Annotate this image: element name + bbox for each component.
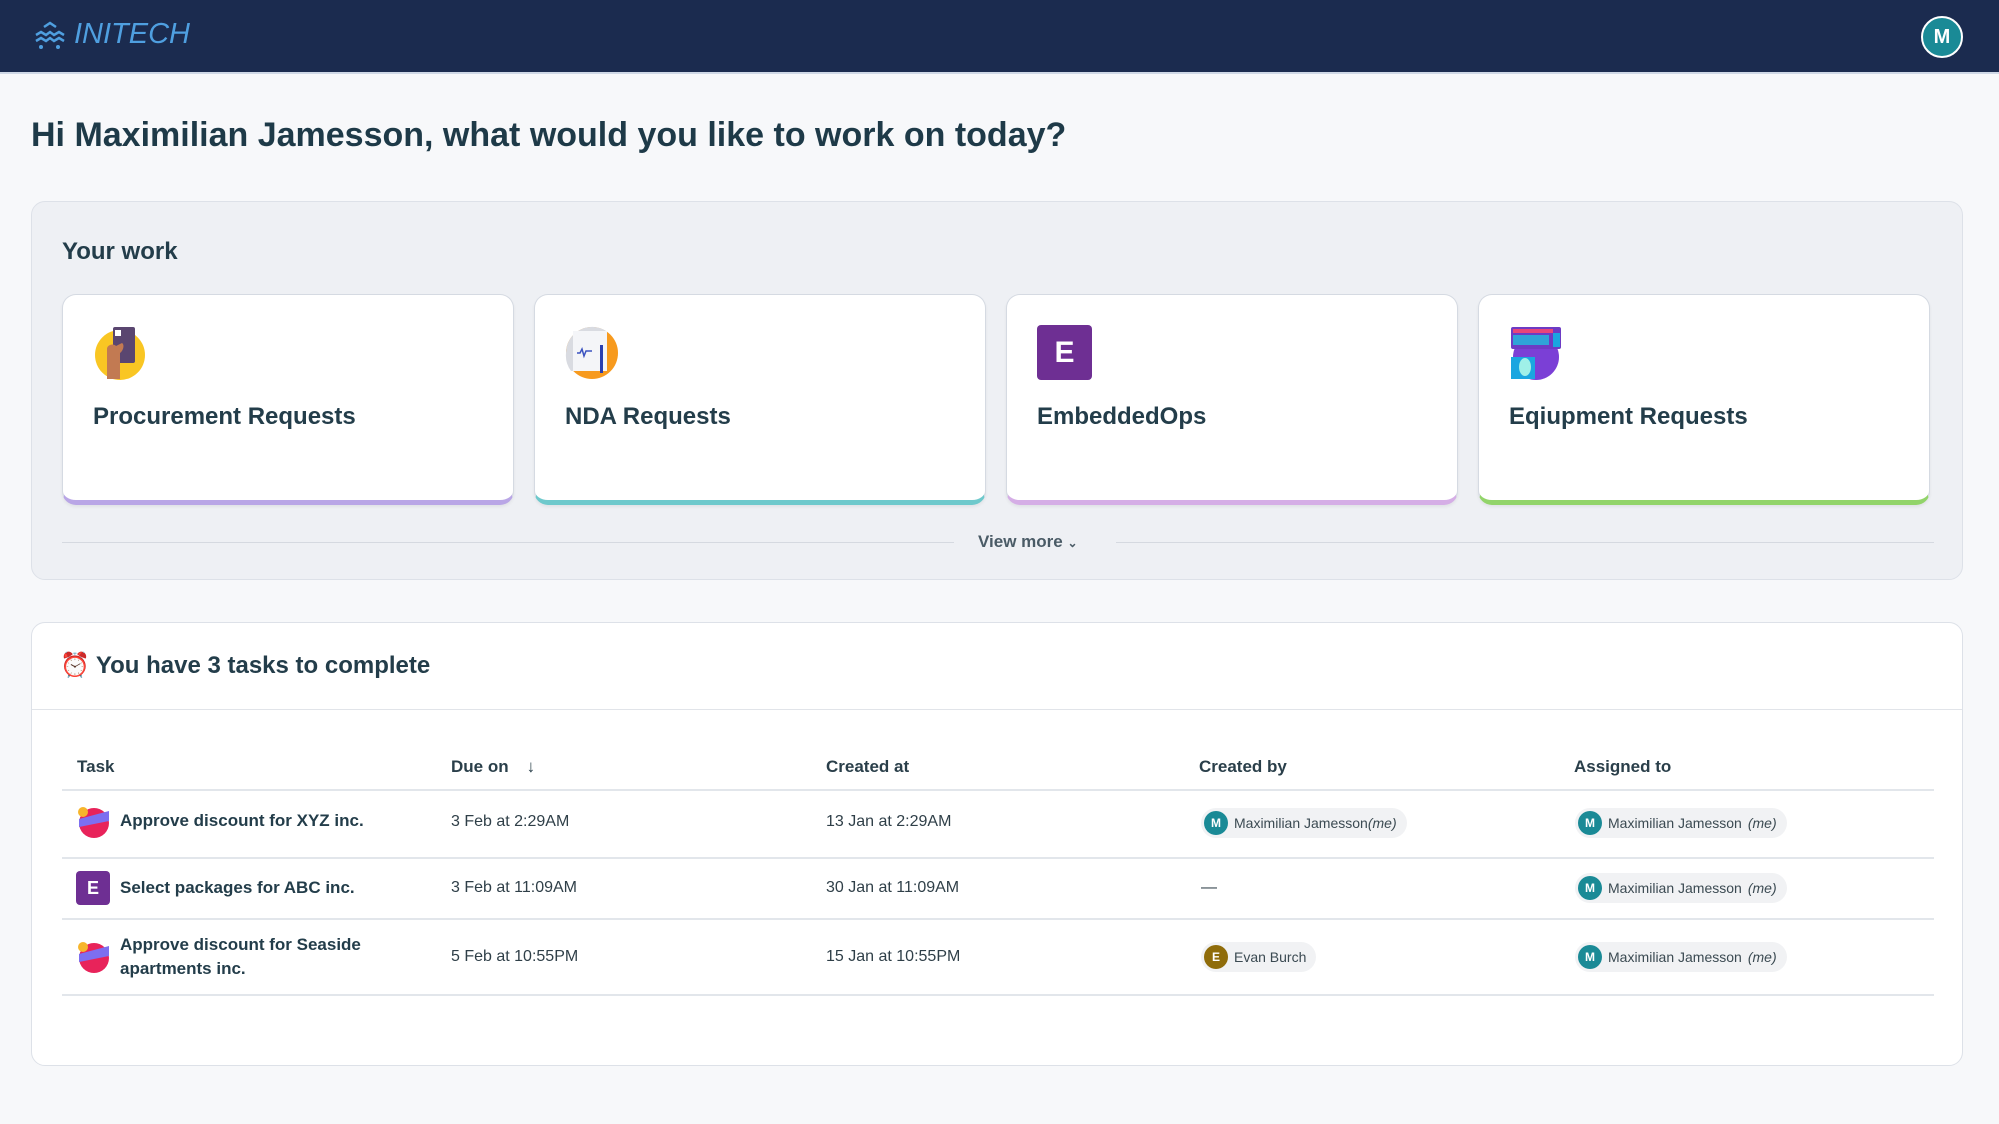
due-date: 3 Feb at 2:29AM — [451, 813, 570, 830]
credit-card-hand-icon — [95, 327, 145, 380]
embeddedops-e-icon: E — [1037, 325, 1092, 380]
divider — [62, 542, 954, 543]
special-offer-icon — [78, 942, 109, 973]
column-header-label: Due on — [451, 757, 509, 776]
view-more-row: View more ⌄ — [62, 532, 1934, 552]
created-date: 13 Jan at 2:29AM — [826, 813, 952, 830]
task-name[interactable]: Select packages for ABC inc. — [120, 878, 355, 897]
divider — [62, 789, 1934, 791]
created-date: 30 Jan at 11:09AM — [826, 879, 960, 896]
user-name: Evan Burch — [1234, 949, 1307, 965]
me-label: (me) — [1747, 815, 1777, 831]
avatar: M — [1578, 811, 1602, 835]
me-label: (me) — [1747, 949, 1777, 965]
created-date: 15 Jan at 10:55PM — [826, 948, 961, 965]
chevron-down-icon: ⌄ — [1067, 536, 1078, 550]
user-name: Maximilian Jamesson — [1608, 815, 1742, 831]
column-header-created-by: Created by — [1199, 757, 1287, 776]
avatar: M — [1204, 811, 1228, 835]
user-name: Maximilian Jamesson — [1608, 949, 1742, 965]
avatar: E — [1204, 945, 1228, 969]
avatar: M — [1578, 876, 1602, 900]
me-label: (me) — [1367, 815, 1397, 831]
keyboard-mouse-icon — [1511, 327, 1561, 380]
divider — [62, 918, 1934, 920]
your-work-panel: Your work Procurement Requests NDA Reque… — [31, 201, 1963, 580]
divider — [1116, 542, 1934, 543]
card-label: Eqiupment Requests — [1509, 403, 1748, 430]
embeddedops-e-icon: E — [76, 871, 110, 905]
column-header-task: Task — [77, 757, 115, 776]
card-equipment-requests[interactable]: Eqiupment Requests — [1478, 294, 1930, 505]
view-more-label: View more — [978, 532, 1063, 551]
sort-arrow-down-icon[interactable]: ↓ — [526, 757, 536, 776]
brand-name: INITECH — [74, 18, 190, 50]
due-date: 3 Feb at 11:09AM — [451, 879, 577, 896]
initech-logo-icon — [35, 20, 65, 49]
column-header-created-at: Created at — [826, 757, 910, 776]
user-name: Maximilian Jamesson — [1234, 815, 1368, 831]
avatar: M — [1578, 945, 1602, 969]
card-label: EmbeddedOps — [1037, 403, 1207, 430]
card-procurement-requests[interactable]: Procurement Requests — [62, 294, 514, 505]
user-avatar[interactable]: M — [1921, 16, 1963, 58]
view-more-button[interactable]: View more ⌄ — [978, 532, 1078, 552]
divider — [62, 857, 1934, 859]
card-nda-requests[interactable]: NDA Requests — [534, 294, 986, 505]
card-embeddedops[interactable]: E EmbeddedOps — [1006, 294, 1458, 505]
divider — [62, 994, 1934, 996]
column-header-due-on[interactable]: Due on ↓ — [451, 757, 535, 777]
me-label: (me) — [1747, 880, 1777, 896]
user-name: Maximilian Jamesson — [1608, 880, 1742, 896]
brand-logo[interactable]: INITECH — [32, 18, 190, 51]
tasks-title: ⏰ You have 3 tasks to complete — [60, 651, 430, 680]
task-name[interactable]: Approve discount for XYZ inc. — [120, 811, 364, 830]
created-by-chip: E Evan Burch — [1201, 942, 1317, 972]
card-label: Procurement Requests — [93, 403, 356, 430]
assigned-to-chip: M Maximilian Jamesson (me) — [1575, 808, 1787, 838]
alarm-clock-icon: ⏰ — [60, 652, 90, 679]
top-bar: INITECH M — [0, 0, 1999, 74]
tasks-panel: ⏰ You have 3 tasks to complete Task Due o… — [31, 622, 1963, 1066]
page-title: Hi Maximilian Jamesson, what would you l… — [31, 116, 1067, 154]
divider — [32, 709, 1962, 710]
section-title: Your work — [62, 238, 178, 265]
special-offer-icon — [78, 807, 109, 838]
created-by-empty: — — [1201, 879, 1217, 896]
created-by-chip: M Maximilian Jamesson (me) — [1201, 808, 1407, 838]
column-header-assigned-to: Assigned to — [1574, 757, 1672, 776]
card-label: NDA Requests — [565, 403, 731, 430]
assigned-to-chip: M Maximilian Jamesson (me) — [1575, 942, 1787, 972]
assigned-to-chip: M Maximilian Jamesson (me) — [1575, 873, 1787, 903]
tasks-title-text: You have 3 tasks to complete — [95, 651, 431, 679]
due-date: 5 Feb at 10:55PM — [451, 948, 579, 965]
task-name[interactable]: Approve discount for Seaside apartments … — [120, 935, 361, 978]
signed-document-icon — [565, 326, 618, 379]
